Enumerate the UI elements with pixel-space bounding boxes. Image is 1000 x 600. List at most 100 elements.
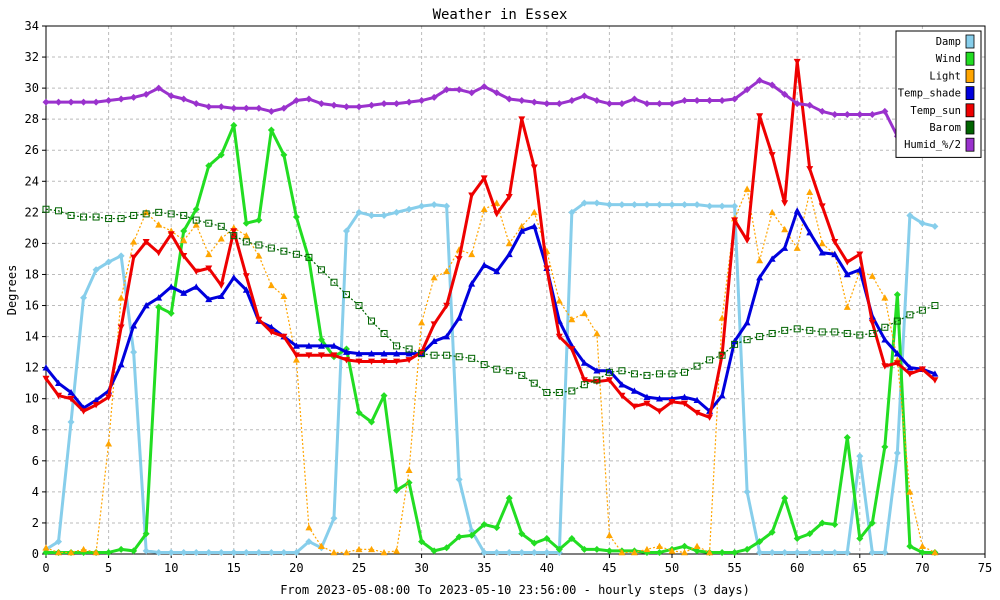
data-point-wind bbox=[242, 219, 250, 227]
data-point-light bbox=[405, 466, 413, 473]
data-point-light bbox=[681, 548, 689, 556]
data-point-damp bbox=[255, 548, 263, 556]
data-point-barom bbox=[67, 211, 75, 219]
data-point-damp bbox=[368, 211, 376, 219]
data-point-temp-sun bbox=[568, 346, 576, 353]
data-point-temp-shade bbox=[768, 255, 776, 262]
data-point-barom bbox=[255, 241, 263, 249]
data-point-temp-sun bbox=[543, 265, 551, 272]
data-point-humid-2 bbox=[768, 81, 776, 89]
data-point-wind bbox=[267, 126, 275, 134]
data-point-temp-sun bbox=[931, 377, 939, 384]
data-point-light bbox=[505, 239, 513, 247]
data-point-temp-shade bbox=[55, 379, 63, 386]
data-point-damp bbox=[167, 548, 175, 556]
data-point-temp-shade bbox=[605, 367, 613, 374]
data-point-wind bbox=[555, 545, 563, 553]
data-point-damp bbox=[756, 548, 764, 556]
data-point-light bbox=[92, 548, 100, 556]
data-point-light bbox=[768, 208, 776, 216]
data-point-light bbox=[217, 235, 225, 242]
data-point-light bbox=[743, 185, 751, 192]
legend-label: Temp_shade bbox=[898, 88, 961, 100]
data-point-temp-sun bbox=[380, 358, 388, 365]
data-point-wind bbox=[756, 538, 764, 546]
data-point-temp-sun bbox=[918, 366, 926, 373]
data-point-wind bbox=[568, 534, 576, 542]
data-point-humid-2 bbox=[505, 95, 513, 103]
data-point-humid-2 bbox=[92, 98, 100, 106]
data-point-temp-sun bbox=[205, 265, 213, 272]
data-point-barom bbox=[142, 210, 150, 218]
data-point-temp-sun bbox=[192, 268, 200, 275]
data-point-humid-2 bbox=[355, 103, 363, 111]
data-point-wind bbox=[655, 548, 663, 556]
data-point-temp-shade bbox=[405, 350, 413, 357]
y-tick-label: 6 bbox=[32, 454, 39, 468]
data-point-barom bbox=[505, 367, 513, 375]
data-point-barom bbox=[543, 388, 551, 396]
data-point-barom bbox=[831, 328, 839, 336]
legend-swatch bbox=[965, 86, 975, 100]
data-point-damp bbox=[117, 252, 125, 260]
y-tick-label: 28 bbox=[25, 112, 39, 126]
data-point-temp-sun bbox=[555, 333, 563, 341]
data-point-light bbox=[756, 256, 764, 264]
data-point-temp-sun bbox=[267, 329, 275, 336]
data-point-humid-2 bbox=[618, 100, 626, 108]
data-point-temp-shade bbox=[192, 283, 200, 290]
data-point-barom bbox=[42, 205, 50, 213]
data-point-temp-shade bbox=[205, 295, 213, 303]
data-point-barom bbox=[743, 336, 751, 344]
data-point-humid-2 bbox=[881, 107, 889, 115]
data-point-barom bbox=[643, 371, 651, 379]
data-point-light bbox=[580, 309, 588, 317]
data-point-wind bbox=[380, 392, 388, 400]
data-point-wind bbox=[505, 494, 513, 502]
legend-label: Damp bbox=[936, 36, 961, 48]
data-point-damp bbox=[493, 548, 501, 556]
data-point-wind bbox=[42, 548, 50, 556]
data-point-temp-shade bbox=[368, 350, 376, 357]
data-point-light bbox=[931, 548, 939, 556]
data-point-temp-shade bbox=[317, 342, 325, 349]
data-point-light bbox=[806, 188, 814, 195]
data-point-humid-2 bbox=[530, 98, 538, 106]
data-point-barom bbox=[756, 333, 764, 341]
x-tick-label: 75 bbox=[978, 561, 992, 575]
data-point-barom bbox=[906, 311, 914, 319]
data-point-humid-2 bbox=[167, 92, 175, 100]
data-point-damp bbox=[530, 548, 538, 556]
data-point-barom bbox=[706, 356, 714, 364]
data-point-light bbox=[305, 524, 313, 531]
data-point-temp-sun bbox=[668, 399, 676, 406]
data-point-light bbox=[618, 548, 626, 556]
data-point-damp bbox=[180, 548, 188, 556]
data-point-barom bbox=[618, 367, 626, 375]
data-point-humid-2 bbox=[292, 97, 300, 105]
data-point-wind bbox=[368, 418, 376, 426]
data-point-light bbox=[255, 252, 263, 259]
data-point-humid-2 bbox=[793, 100, 801, 108]
data-point-light bbox=[380, 548, 388, 556]
data-point-barom bbox=[117, 215, 125, 223]
data-point-damp bbox=[643, 201, 651, 209]
legend-item-temp-sun: Temp_sun bbox=[910, 103, 975, 118]
legend-item-wind: Wind bbox=[936, 51, 975, 66]
data-point-wind bbox=[393, 486, 401, 494]
y-tick-label: 4 bbox=[32, 485, 39, 499]
data-point-humid-2 bbox=[393, 100, 401, 108]
data-point-humid-2 bbox=[843, 111, 851, 119]
legend-swatch bbox=[965, 120, 975, 135]
data-point-humid-2 bbox=[868, 111, 876, 119]
data-point-damp bbox=[806, 548, 814, 556]
data-point-temp-sun bbox=[255, 316, 263, 324]
data-point-barom bbox=[918, 306, 926, 314]
data-point-wind bbox=[480, 520, 488, 528]
data-point-humid-2 bbox=[192, 100, 200, 108]
y-tick-label: 22 bbox=[25, 205, 39, 219]
data-point-temp-sun bbox=[430, 321, 438, 328]
data-point-humid-2 bbox=[493, 89, 501, 97]
data-point-barom bbox=[280, 247, 288, 255]
